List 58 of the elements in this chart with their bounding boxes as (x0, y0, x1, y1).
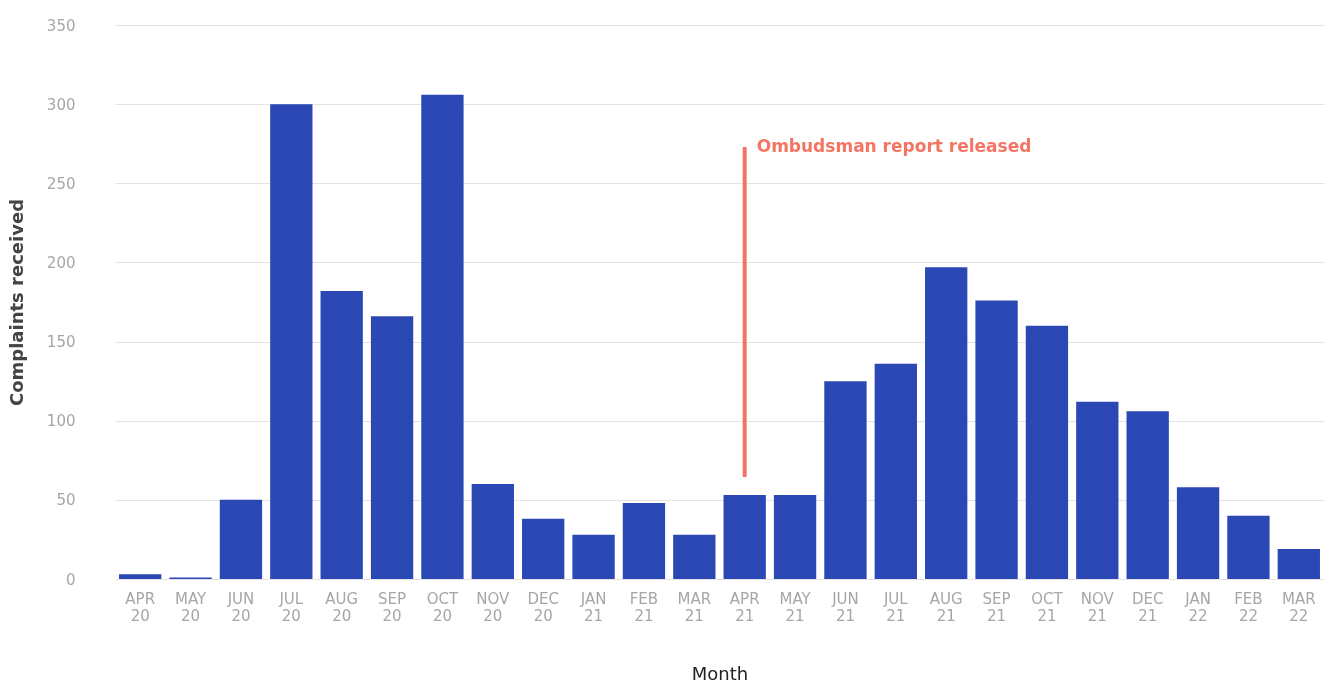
bar (421, 94, 464, 579)
x-tick-label: APR 20 (125, 589, 156, 625)
x-tick-label: AUG 20 (325, 589, 359, 625)
bar (370, 316, 414, 579)
x-tick-label: MAY 21 (779, 589, 812, 625)
x-tick-label: FEB 21 (629, 589, 659, 625)
y-tick-label: 300 (46, 95, 76, 114)
bar (320, 290, 363, 579)
x-tick-label: SEP 21 (982, 589, 1011, 625)
x-axis-title: Month (691, 662, 749, 684)
x-tick-label: OCT 20 (426, 589, 459, 625)
x-tick-label: AUG 21 (929, 589, 963, 625)
x-tick-label: DEC 21 (1131, 589, 1164, 625)
bar (1227, 515, 1270, 579)
x-tick-label: NOV 20 (476, 589, 511, 625)
bar (522, 518, 565, 579)
ref-line-label: Ombudsman report released (756, 136, 1032, 156)
bar (270, 104, 313, 579)
bar (1176, 487, 1220, 579)
x-tick-label: SEP 20 (378, 589, 407, 625)
x-tick-label: JUN 21 (831, 589, 859, 625)
bar (1277, 548, 1320, 579)
y-tick-label: 350 (46, 16, 76, 35)
bar (673, 534, 716, 579)
y-tick-label: 50 (56, 491, 76, 510)
bar (1025, 325, 1069, 579)
x-tick-label: FEB 22 (1234, 589, 1263, 625)
y-tick-label: 150 (46, 333, 76, 352)
bar (723, 495, 766, 579)
x-tick-label: OCT 21 (1031, 589, 1064, 625)
bar (874, 363, 917, 579)
x-tick-label: MAR 22 (1281, 589, 1316, 625)
bar (219, 499, 263, 579)
bar (975, 300, 1018, 579)
x-tick-label: JUL 20 (278, 589, 304, 625)
bar (1076, 401, 1119, 579)
y-tick-label: 200 (46, 253, 76, 272)
x-tick-label: JAN 21 (579, 589, 607, 625)
bar (471, 484, 514, 579)
x-tick-label: MAR 21 (677, 589, 712, 625)
y-tick-label: 250 (46, 174, 76, 193)
bar (622, 503, 666, 579)
bar (119, 574, 162, 579)
bar (824, 381, 867, 579)
x-tick-label: JUL 21 (882, 589, 909, 625)
x-tick-label: NOV 21 (1080, 589, 1115, 625)
y-tick-label: 0 (65, 570, 76, 589)
bar (1126, 411, 1169, 579)
x-tick-label: DEC 20 (527, 589, 559, 625)
x-tick-label: JAN 22 (1184, 589, 1211, 625)
x-tick-label: APR 21 (729, 589, 760, 625)
x-tick-label: MAY 20 (174, 589, 207, 625)
bar (925, 267, 968, 579)
bar (572, 534, 615, 579)
y-axis-title: Complaints received (5, 198, 27, 407)
y-tick-label: 100 (46, 412, 76, 431)
bar (773, 495, 817, 579)
x-tick-label: JUN 20 (226, 589, 255, 625)
